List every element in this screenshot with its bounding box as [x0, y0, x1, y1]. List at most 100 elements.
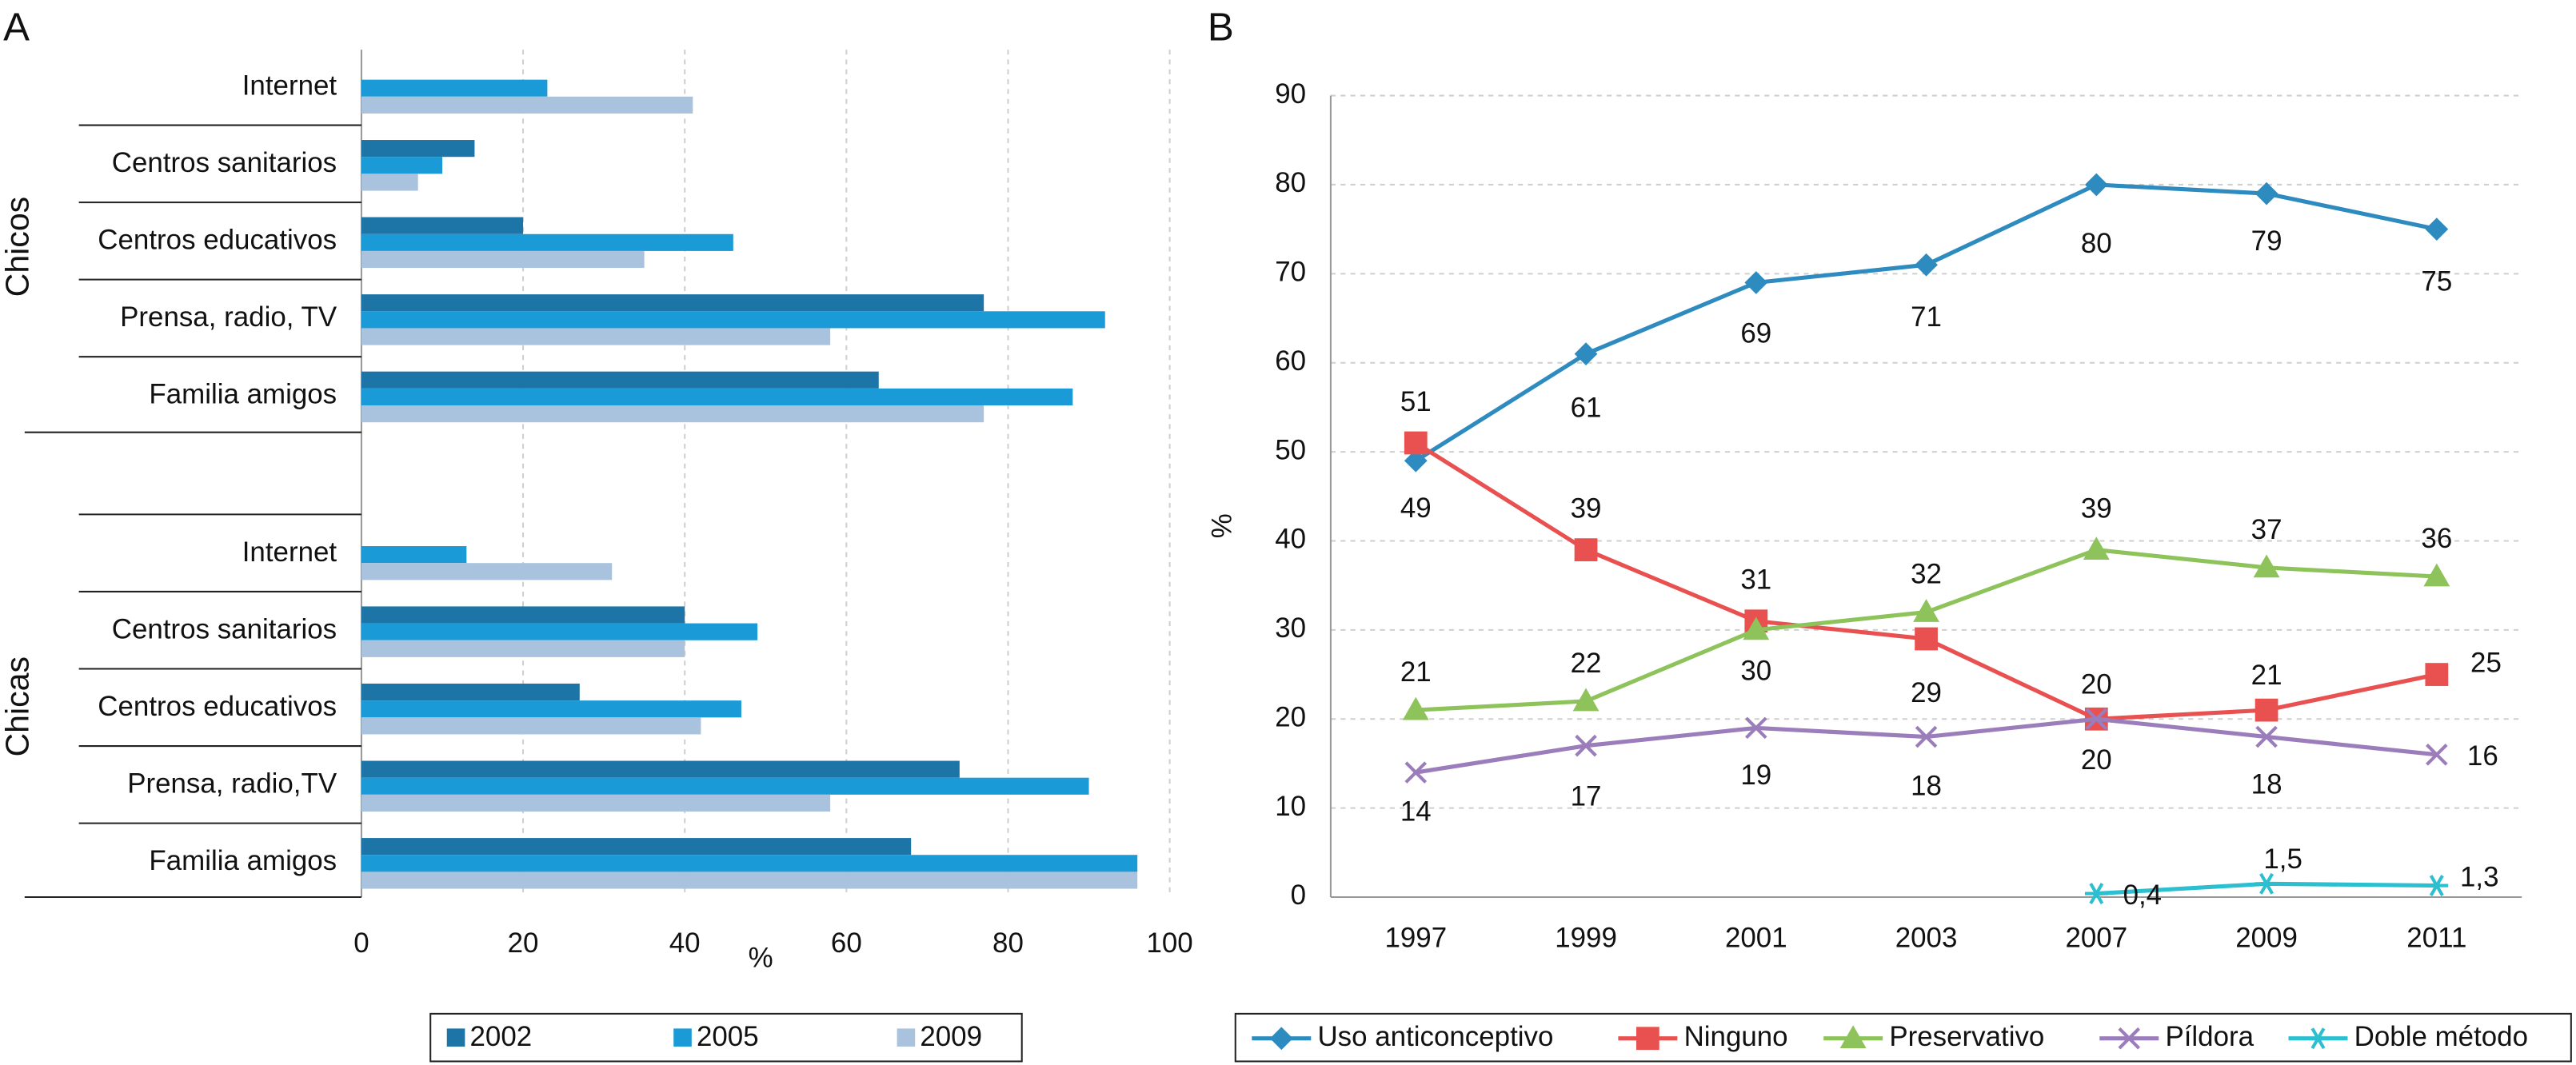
bar: [361, 250, 645, 269]
marker-shape: [2423, 563, 2450, 587]
marker-shape: [2254, 698, 2278, 722]
bar: [361, 388, 1073, 406]
category-label: Prensa, radio, TV: [120, 301, 337, 333]
data-point: [1744, 271, 1768, 294]
data-point: [2426, 744, 2448, 766]
value-label: 32: [1911, 559, 1942, 590]
legend-box: [429, 1012, 1023, 1063]
bar: [361, 294, 984, 312]
bar: [361, 683, 580, 701]
value-label: 69: [1740, 317, 1771, 349]
bar: [361, 563, 613, 580]
value-label: 20: [2081, 668, 2112, 700]
panel-label: A: [3, 5, 30, 49]
category-label: Centros sanitarios: [112, 613, 337, 644]
data-point: [1572, 688, 1600, 712]
bar: [361, 794, 831, 812]
bar: [361, 855, 1138, 872]
data-point: [2425, 875, 2449, 897]
marker-shape: [1744, 271, 1768, 294]
data-point: [2425, 217, 2449, 241]
bar: [361, 96, 693, 114]
category-label: Centros educativos: [98, 225, 337, 256]
x-tick-label: 2007: [2065, 923, 2127, 954]
value-label: 16: [2467, 740, 2498, 772]
bar: [361, 546, 467, 564]
bar: [361, 872, 1138, 889]
marker-shape: [1915, 253, 1938, 277]
group-label: Chicos: [0, 197, 36, 297]
legend-swatch: [446, 1028, 465, 1047]
x-axis-label: %: [749, 942, 773, 973]
marker-shape: [1269, 1027, 1293, 1051]
data-point: [1575, 734, 1597, 757]
bar: [361, 157, 442, 174]
bar: [361, 140, 475, 158]
marker-shape: [1402, 696, 1429, 720]
value-label: 22: [1571, 648, 1602, 679]
x-tick-label: 40: [669, 927, 701, 959]
y-tick-label: 60: [1275, 345, 1306, 377]
marker-shape: [2254, 181, 2278, 205]
category-label: Centros educativos: [98, 691, 337, 722]
marker-shape: [2425, 663, 2449, 686]
value-label: 80: [2081, 228, 2112, 259]
category-label: Internet: [242, 536, 337, 568]
value-label: 39: [2081, 493, 2112, 525]
value-label: 61: [1571, 393, 1602, 424]
legend-swatch: [897, 1028, 916, 1047]
y-tick-label: 30: [1275, 612, 1306, 644]
bar: [361, 371, 879, 389]
value-label: 0,4: [2123, 880, 2163, 911]
value-label: 51: [1400, 386, 1432, 417]
data-point: [2425, 663, 2449, 686]
marker-shape: [1913, 599, 1939, 622]
value-label: 14: [1400, 796, 1432, 828]
legend-label: Uso anticonceptivo: [1317, 1021, 1553, 1052]
legend-swatch: [673, 1028, 692, 1047]
marker-shape: [1635, 1027, 1659, 1051]
marker-shape: [2255, 725, 2278, 748]
data-point: [1404, 431, 1428, 455]
category-label: Prensa, radio,TV: [127, 768, 337, 800]
bar: [361, 640, 685, 657]
marker-shape: [2425, 217, 2449, 241]
data-point: [1743, 616, 1770, 640]
value-label: 20: [2081, 744, 2112, 776]
marker-shape: [2426, 744, 2448, 766]
bar: [361, 717, 701, 735]
y-tick-label: 0: [1291, 880, 1306, 911]
marker-shape: [1404, 431, 1428, 455]
marker-shape: [1574, 342, 1598, 365]
value-label: 1,3: [2460, 862, 2499, 893]
value-label: 75: [2421, 266, 2452, 297]
data-point: [1915, 725, 1938, 748]
legend-marker: [1269, 1027, 1293, 1051]
data-point: [1745, 716, 1767, 740]
y-tick-label: 10: [1275, 791, 1306, 822]
marker-shape: [2085, 708, 2108, 731]
y-tick-label: 40: [1275, 524, 1306, 555]
bar: [361, 606, 685, 624]
legend-label: 2005: [697, 1021, 759, 1052]
bar: [361, 777, 1089, 795]
category-label: Internet: [242, 70, 337, 102]
legend-label: 2002: [470, 1021, 533, 1052]
value-label: 30: [1740, 656, 1771, 687]
bar: [361, 405, 984, 423]
marker-shape: [1743, 616, 1770, 640]
x-tick-label: 2003: [1895, 923, 1958, 954]
legend-marker: [2118, 1027, 2141, 1050]
marker-shape: [1575, 734, 1597, 757]
x-tick-label: 80: [992, 927, 1024, 959]
bar: [361, 760, 960, 778]
data-point: [1913, 599, 1939, 622]
value-label: 31: [1740, 564, 1771, 596]
legend-marker: [1635, 1027, 1659, 1051]
x-tick-label: 0: [353, 927, 369, 959]
value-label: 29: [1911, 677, 1942, 708]
bar: [361, 311, 1105, 329]
marker-shape: [2253, 554, 2280, 578]
y-tick-label: 80: [1275, 167, 1306, 198]
marker-shape: [2118, 1027, 2141, 1050]
